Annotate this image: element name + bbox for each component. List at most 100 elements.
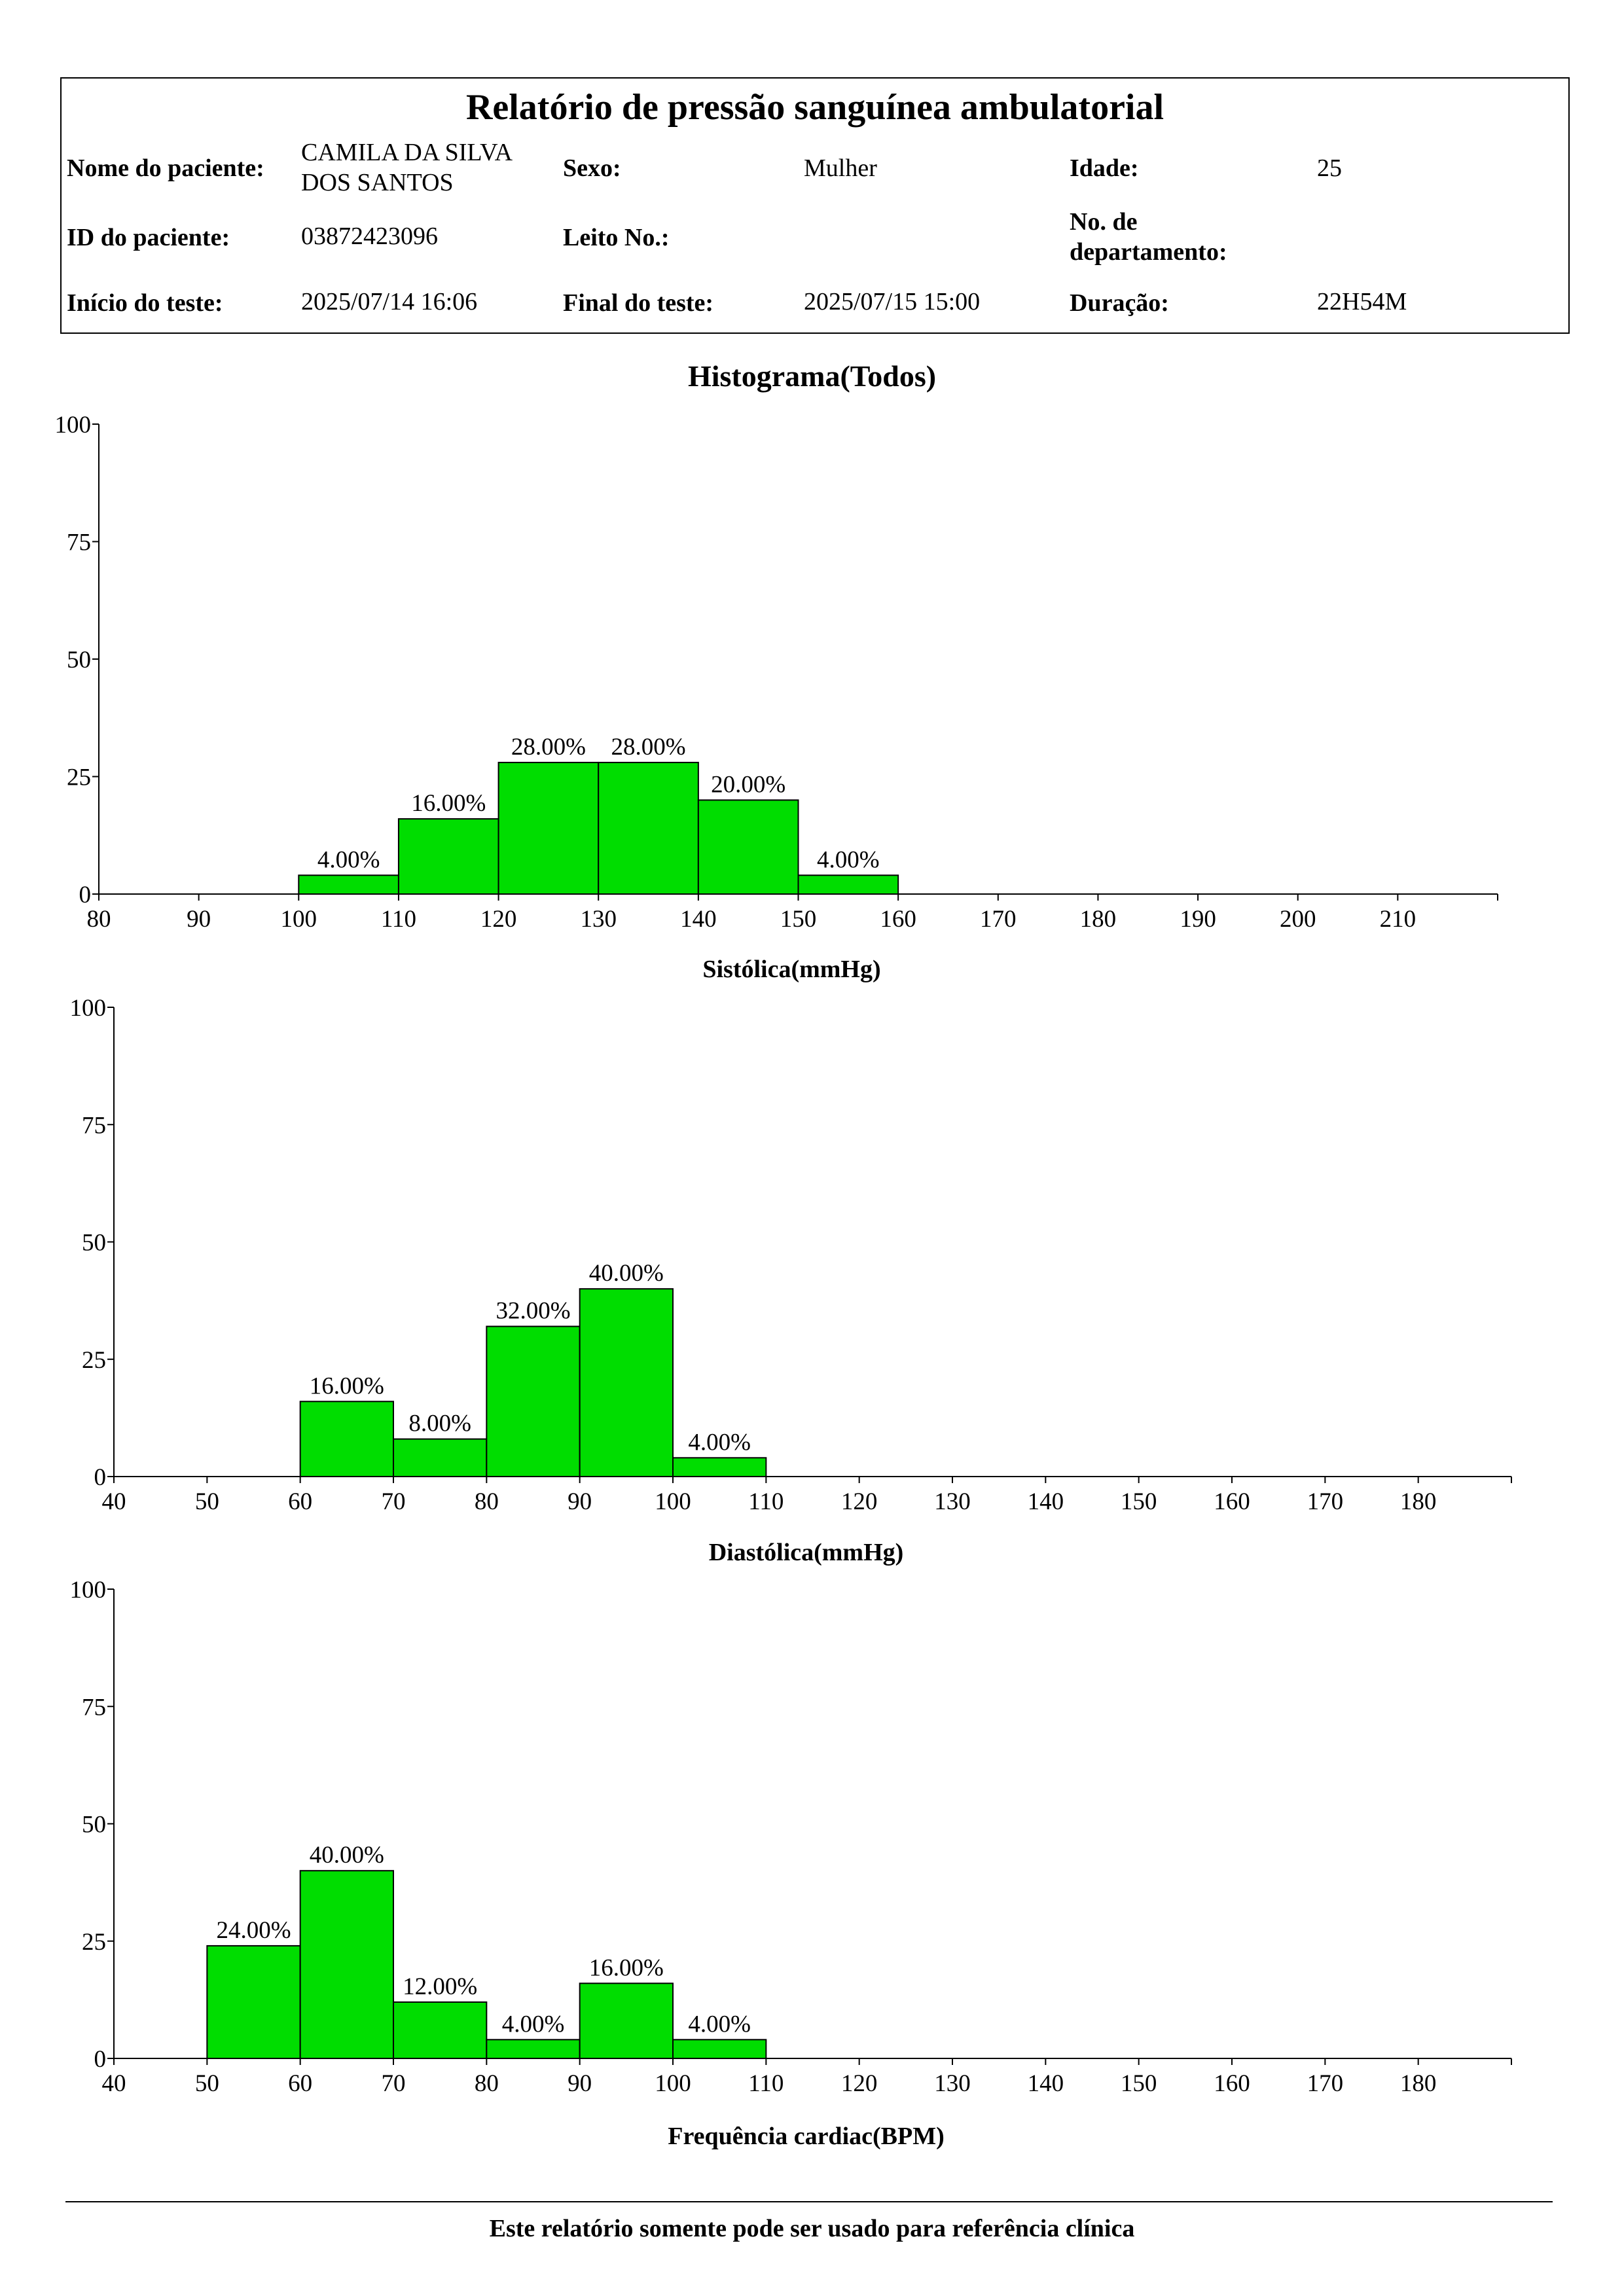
chart-1-y-tick-label: 50	[67, 647, 91, 673]
chart-1-bar	[598, 761, 699, 895]
chart-2-x-tick-label: 70	[382, 1488, 406, 1515]
chart-1-bar	[797, 874, 899, 895]
chart-2-y-tick-label: 25	[82, 1347, 106, 1374]
chart-1-bar	[497, 761, 600, 895]
chart-1-x-tick-label: 150	[780, 906, 817, 933]
chart-3-data-label: 40.00%	[310, 1842, 384, 1869]
chart-3-y-tick-label: 25	[82, 1929, 106, 1956]
chart-1-x-tick-label: 200	[1280, 906, 1316, 933]
patient-id-value: 03872423096	[301, 223, 438, 250]
chart-2-bar	[393, 1438, 488, 1477]
chart-3-y-tick-label: 0	[94, 2046, 107, 2073]
chart-3-x-tick-label: 110	[748, 2070, 784, 2097]
chart-2-x-tick-label: 170	[1307, 1488, 1344, 1515]
chart-2-bar	[299, 1401, 394, 1478]
duration-value: 22H54M	[1317, 288, 1407, 315]
chart-2-y-tick-label: 50	[82, 1230, 106, 1257]
chart-3-data-label: 24.00%	[216, 1917, 291, 1944]
chart-3-x-tick-label: 80	[475, 2070, 499, 2097]
chart-3-x-tick-label: 60	[288, 2070, 312, 2097]
chart-2-data-label: 40.00%	[589, 1260, 664, 1287]
chart-2-y-tick-label: 0	[94, 1464, 107, 1491]
chart-1-data-label: 28.00%	[511, 734, 586, 761]
chart-3-data-label: 16.00%	[589, 1954, 664, 1981]
chart-1-x-tick-label: 180	[1080, 906, 1117, 933]
chart-1-x-tick-label: 130	[580, 906, 617, 933]
chart-2-data-label: 32.00%	[496, 1298, 570, 1325]
test-start-value: 2025/07/14 16:06	[301, 288, 478, 315]
chart-3-x-tick-label: 140	[1028, 2070, 1064, 2097]
chart-1-y-tick-label: 75	[67, 529, 91, 556]
bed-number-label: Leito No.:	[563, 224, 670, 251]
chart-1-x-tick-label: 140	[680, 906, 717, 933]
chart-2-x-tick-label: 40	[102, 1488, 126, 1515]
histogram-section-title: Histograma(Todos)	[687, 359, 937, 393]
chart-2-bar	[579, 1288, 674, 1477]
chart-1-data-label: 16.00%	[411, 790, 486, 817]
chart-2-data-label: 8.00%	[408, 1410, 471, 1437]
chart-2-x-tick-label: 90	[568, 1488, 592, 1515]
chart-1-x-axis-label: Sistólica(mmHg)	[702, 956, 880, 983]
chart-1-bar	[298, 874, 399, 895]
chart-2-x-tick-label: 110	[748, 1488, 784, 1515]
chart-3-x-tick-label: 40	[102, 2070, 126, 2097]
chart-3-data-label: 4.00%	[502, 2011, 565, 2037]
chart-3-data-label: 4.00%	[688, 2011, 751, 2037]
chart-1-bar	[397, 818, 499, 895]
chart-1-x-tick-label: 210	[1380, 906, 1416, 933]
duration-label: Duração:	[1070, 289, 1169, 317]
chart-1-y-tick-label: 0	[79, 882, 92, 908]
chart-1-x-tick-label: 100	[281, 906, 317, 933]
chart-1-y-tick-label: 100	[55, 412, 92, 439]
chart-1-x-tick-label: 120	[480, 906, 517, 933]
test-start-label: Início do teste:	[67, 289, 223, 317]
chart-3-x-tick-label: 100	[655, 2070, 691, 2097]
chart-3-bar	[672, 2039, 767, 2060]
chart-2-x-tick-label: 80	[475, 1488, 499, 1515]
chart-3-x-tick-label: 170	[1307, 2070, 1344, 2097]
chart-3-bar	[393, 2001, 488, 2059]
chart-2-x-tick-label: 140	[1028, 1488, 1064, 1515]
chart-1-bar	[697, 799, 799, 895]
chart-2-bar	[672, 1457, 767, 1478]
patient-id-label: ID do paciente:	[67, 224, 230, 251]
report-title: Relatório de pressão sanguínea ambulator…	[465, 87, 1164, 128]
chart-1-data-label: 4.00%	[317, 846, 380, 873]
chart-2-x-tick-label: 160	[1214, 1488, 1250, 1515]
patient-name-label: Nome do paciente:	[67, 154, 264, 182]
department-label-line2: departamento:	[1070, 238, 1227, 266]
chart-3-x-tick-label: 120	[841, 2070, 878, 2097]
chart-2-y-tick-label: 100	[70, 995, 107, 1022]
chart-3-x-tick-label: 130	[934, 2070, 971, 2097]
patient-name-value-line1: CAMILA DA SILVA	[301, 139, 513, 166]
chart-3-x-tick-label: 70	[382, 2070, 406, 2097]
chart-1-y-tick-label: 25	[67, 764, 91, 791]
chart-3-x-axis-label: Frequência cardiac(BPM)	[668, 2123, 944, 2150]
chart-2-data-label: 4.00%	[688, 1429, 751, 1456]
chart-3-bar	[486, 2039, 581, 2060]
chart-2-data-label: 16.00%	[310, 1372, 384, 1399]
chart-2-x-tick-label: 150	[1121, 1488, 1157, 1515]
chart-1-x-tick-label: 170	[980, 906, 1017, 933]
chart-3-x-tick-label: 90	[568, 2070, 592, 2097]
chart-3-y-tick-label: 100	[70, 1577, 107, 1604]
chart-3-x-tick-label: 160	[1214, 2070, 1250, 2097]
chart-2-x-tick-label: 50	[195, 1488, 219, 1515]
chart-3-x-tick-label: 50	[195, 2070, 219, 2097]
chart-3-y-tick-label: 75	[82, 1694, 106, 1721]
chart-2-x-tick-label: 180	[1400, 1488, 1437, 1515]
chart-3-bar	[299, 1870, 394, 2059]
age-label: Idade:	[1070, 154, 1139, 182]
test-end-label: Final do teste:	[563, 289, 714, 317]
chart-2-y-tick-label: 75	[82, 1112, 106, 1139]
chart-3-x-tick-label: 150	[1121, 2070, 1157, 2097]
footer-disclaimer: Este relatório somente pode ser usado pa…	[489, 2215, 1135, 2242]
chart-1-x-tick-label: 160	[880, 906, 916, 933]
sex-label: Sexo:	[563, 154, 621, 182]
chart-2-x-tick-label: 100	[655, 1488, 691, 1515]
chart-3-bar	[206, 1945, 301, 2059]
patient-info-box: Relatório de pressão sanguínea ambulator…	[60, 77, 1570, 334]
chart-2-x-axis-label: Diastólica(mmHg)	[709, 1539, 904, 1566]
footer-divider	[65, 2201, 1553, 2202]
